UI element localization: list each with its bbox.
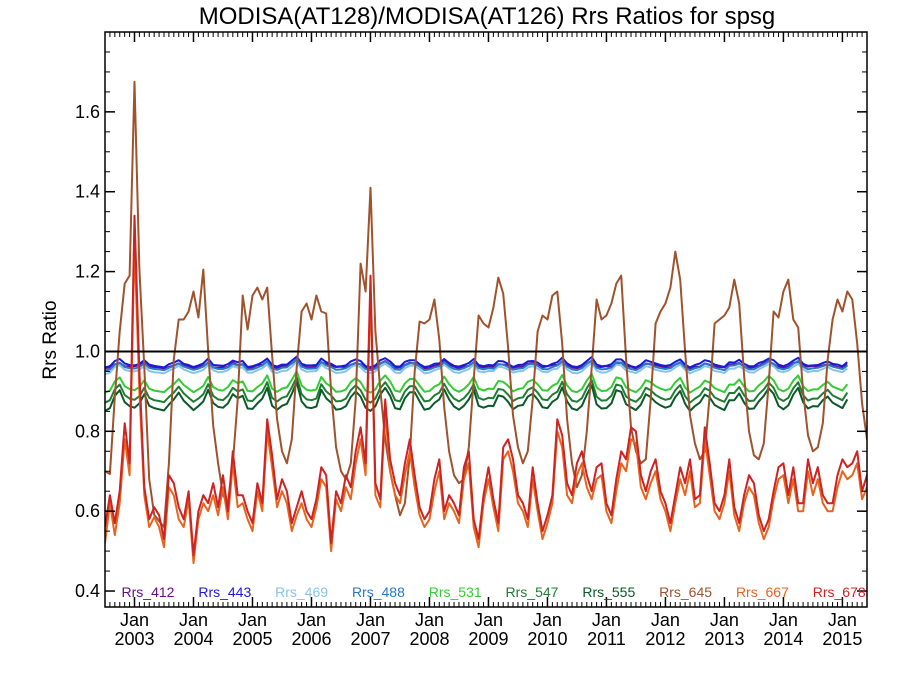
x-tick-label-year: 2008	[409, 629, 449, 649]
series-line-rrs-555	[105, 381, 849, 412]
legend-item-rrs-443: Rrs_443	[198, 584, 251, 600]
legend-item-rrs-469: Rrs_469	[275, 584, 328, 600]
series-line-rrs-469	[105, 360, 848, 376]
series-line-rrs-645	[105, 80, 867, 529]
x-axis: Jan2003Jan2004Jan2005Jan2006Jan2007Jan20…	[104, 32, 868, 649]
plot-frame	[104, 31, 868, 608]
legend-item-rrs-645: Rrs_645	[659, 584, 712, 600]
legend-item-rrs-547: Rrs_547	[506, 584, 559, 600]
x-tick-label-year: 2013	[704, 629, 744, 649]
x-tick-label-month: Jan	[769, 610, 798, 630]
legend-item-rrs-412: Rrs_412	[122, 584, 175, 600]
x-tick-label-month: Jan	[120, 610, 149, 630]
y-tick-label: 0.4	[75, 581, 100, 601]
series-line-rrs-547	[105, 376, 849, 404]
y-tick-label: 1.6	[75, 102, 100, 122]
x-tick-label-month: Jan	[238, 610, 267, 630]
x-tick-label-year: 2012	[645, 629, 685, 649]
series-line-rrs-443	[105, 355, 848, 369]
y-tick-label: 1.0	[75, 341, 100, 361]
y-tick-label: 1.2	[75, 262, 100, 282]
x-tick-label-year: 2011	[587, 629, 626, 649]
series-line-rrs-488	[105, 358, 848, 372]
legend-item-rrs-488: Rrs_488	[352, 584, 405, 600]
x-tick-label-month: Jan	[474, 610, 503, 630]
x-tick-label-year: 2014	[763, 629, 803, 649]
x-tick-label-month: Jan	[651, 610, 680, 630]
x-tick-label-year: 2004	[173, 629, 213, 649]
x-tick-label-month: Jan	[297, 610, 326, 630]
x-tick-label-year: 2005	[232, 629, 272, 649]
series-group	[105, 80, 867, 565]
chart-title: MODISA(AT128)/MODISA(AT126) Rrs Ratios f…	[199, 3, 776, 30]
x-tick-label-month: Jan	[710, 610, 739, 630]
legend-item-rrs-678: Rrs_678	[813, 584, 866, 600]
legend-item-rrs-667: Rrs_667	[736, 584, 789, 600]
x-tick-label-month: Jan	[828, 610, 857, 630]
series-line-rrs-667	[105, 242, 867, 565]
x-tick-label-month: Jan	[415, 610, 444, 630]
legend: Rrs_412 Rrs_443 Rrs_469 Rrs_488 Rrs_531 Rrs_5…	[122, 584, 866, 600]
x-tick-label-month: Jan	[356, 610, 385, 630]
y-tick-label: 0.8	[75, 421, 100, 441]
series-line-rrs-531	[105, 370, 849, 394]
x-tick-label-month: Jan	[592, 610, 621, 630]
y-axis: 0.4 0.6 0.8 1.0 1.2 1.4 1.6	[75, 51, 867, 601]
x-tick-label-year: 2010	[527, 629, 567, 649]
x-tick-label-year: 2003	[114, 629, 154, 649]
x-tick-label-month: Jan	[179, 610, 208, 630]
legend-item-rrs-531: Rrs_531	[429, 584, 482, 600]
legend-item-rrs-555: Rrs_555	[582, 584, 635, 600]
y-tick-label: 1.4	[75, 182, 100, 202]
y-tick-label: 0.6	[75, 501, 100, 521]
x-tick-label-year: 2006	[291, 629, 331, 649]
y-axis-label: Rrs Ratio	[40, 300, 61, 379]
x-tick-label-month: Jan	[533, 610, 562, 630]
x-tick-label-year: 2015	[822, 629, 862, 649]
x-tick-label-year: 2007	[350, 629, 390, 649]
series-line-rrs-678	[105, 214, 867, 557]
x-tick-label-year: 2009	[468, 629, 508, 649]
